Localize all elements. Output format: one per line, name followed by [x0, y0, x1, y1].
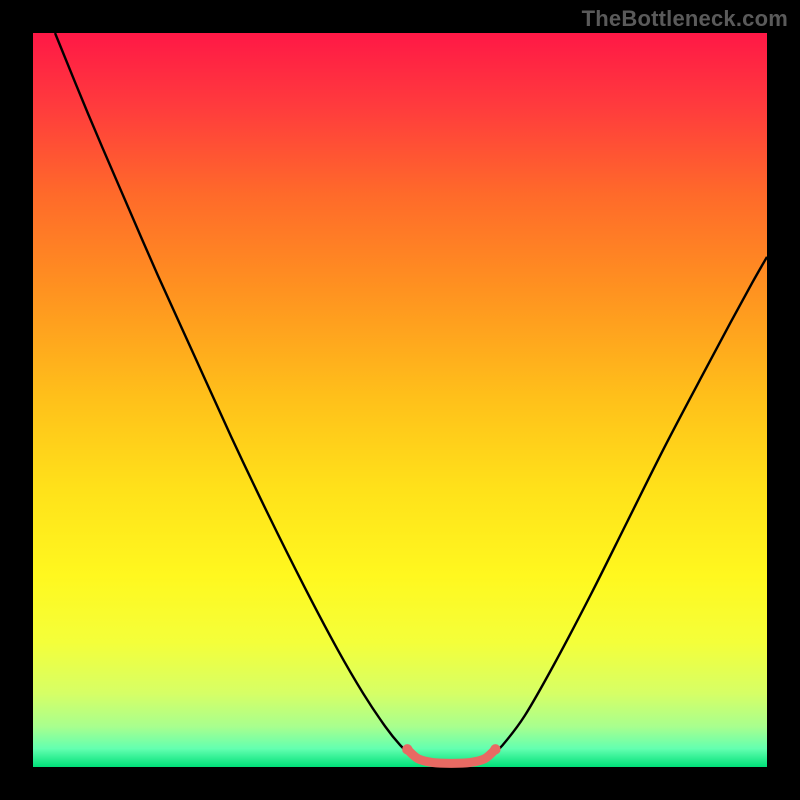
valley-marker-end-right — [490, 744, 500, 754]
chart-root: { "watermark": { "text": "TheBottleneck.… — [0, 0, 800, 800]
valley-marker-end-left — [402, 744, 412, 754]
bottleneck-curve-chart — [0, 0, 800, 800]
plot-background — [33, 33, 767, 767]
watermark-text: TheBottleneck.com — [582, 6, 788, 31]
watermark: TheBottleneck.com — [582, 6, 788, 32]
